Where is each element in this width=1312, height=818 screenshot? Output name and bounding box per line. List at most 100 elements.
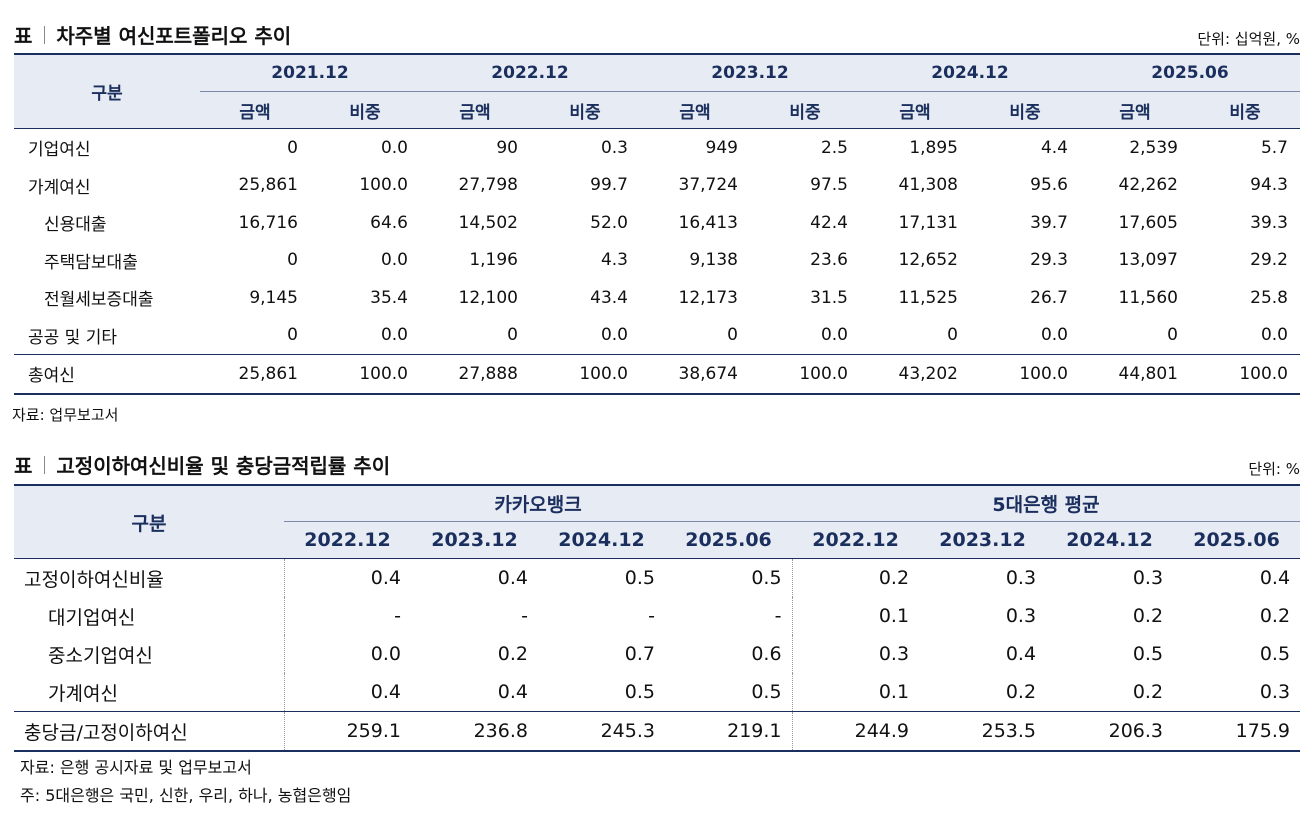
cell: 52.0 bbox=[590, 212, 628, 233]
table-row: 가계여신 0.4 0.4 0.5 0.5 0.1 0.2 0.2 0.3 bbox=[14, 673, 1300, 712]
row-label: 총여신 bbox=[14, 354, 200, 394]
cell: 0.0 bbox=[600, 325, 628, 346]
header-amount: 금액 bbox=[640, 91, 750, 129]
cell: 0.4 bbox=[1005, 643, 1037, 665]
header-period: 2025.06 bbox=[1173, 521, 1301, 559]
cell: 97.5 bbox=[810, 175, 848, 196]
cell: 0.0 bbox=[820, 325, 848, 346]
cell: 253.5 bbox=[919, 711, 1047, 751]
cell: 100.0 bbox=[970, 354, 1080, 394]
table1-title: 표 차주별 여신포트폴리오 추이 bbox=[14, 20, 291, 49]
header-amount: 금액 bbox=[200, 91, 310, 129]
cell: 95.6 bbox=[1030, 175, 1068, 196]
table1-unit: 단위: 십억원, % bbox=[1197, 30, 1300, 48]
table-row-total: 총여신 25,861 100.0 27,888 100.0 38,674 100… bbox=[14, 354, 1300, 394]
cell: 1,895 bbox=[860, 128, 970, 167]
row-label: 기업여신 bbox=[14, 128, 200, 167]
table1-tag: 표 bbox=[14, 24, 33, 48]
row-label: 전월세보증대출 bbox=[44, 290, 154, 311]
cell: 236.8 bbox=[411, 711, 538, 751]
header-period: 2022.12 bbox=[284, 521, 411, 559]
npl-ratio-table: 구분 카카오뱅크 5대은행 평균 2022.12 2023.12 2024.12… bbox=[14, 484, 1301, 752]
table-row: 기업여신 0 0.0 90 0.3 949 2.5 1,895 4.4 2,53… bbox=[14, 128, 1300, 167]
cell: - bbox=[648, 605, 655, 627]
header-share: 비중 bbox=[750, 91, 860, 129]
table-row: 고정이하여신비율 0.4 0.4 0.5 0.5 0.2 0.3 0.3 0.4 bbox=[14, 558, 1301, 597]
cell: 25,861 bbox=[238, 175, 298, 196]
cell: 16,716 bbox=[238, 212, 298, 233]
header-period: 2022.12 bbox=[420, 54, 640, 92]
cell: 206.3 bbox=[1046, 711, 1174, 751]
cell: 9,145 bbox=[249, 287, 298, 308]
header-amount: 금액 bbox=[1080, 91, 1190, 129]
header-group-big5: 5대은행 평균 bbox=[792, 485, 1301, 522]
cell: - bbox=[394, 605, 401, 627]
cell: 29.2 bbox=[1250, 250, 1288, 271]
header-period: 2024.12 bbox=[860, 54, 1080, 92]
row-label: 충당금/고정이하여신 bbox=[14, 711, 285, 751]
cell: 0.3 bbox=[1259, 681, 1291, 703]
table2-source: 자료: 은행 공시자료 및 업무보고서 bbox=[20, 758, 252, 777]
cell: 13,097 bbox=[1118, 250, 1178, 271]
cell: 100.0 bbox=[530, 354, 640, 394]
table1-title-text: 차주별 여신포트폴리오 추이 bbox=[56, 24, 292, 48]
cell: 12,100 bbox=[458, 287, 518, 308]
cell: 99.7 bbox=[590, 175, 628, 196]
header-period: 2024.12 bbox=[538, 521, 665, 559]
cell: 0.3 bbox=[530, 128, 640, 167]
row-label: 가계여신 bbox=[28, 177, 91, 198]
cell: 0.2 bbox=[1259, 605, 1291, 627]
cell: 39.3 bbox=[1250, 212, 1288, 233]
cell: 0.4 bbox=[1173, 558, 1301, 597]
cell: 175.9 bbox=[1173, 711, 1301, 751]
cell: 25.8 bbox=[1250, 287, 1288, 308]
row-label: 신용대출 bbox=[44, 215, 107, 236]
cell: 5.7 bbox=[1190, 128, 1300, 167]
cell: 37,724 bbox=[678, 175, 738, 196]
cell: 4.3 bbox=[600, 250, 628, 271]
cell: 0 bbox=[947, 325, 958, 346]
cell: 94.3 bbox=[1250, 175, 1288, 196]
cell: 35.4 bbox=[370, 287, 408, 308]
cell: 0.4 bbox=[497, 681, 528, 703]
header-period: 2021.12 bbox=[200, 54, 420, 92]
table2-tag: 표 bbox=[14, 454, 33, 478]
cell: 42,262 bbox=[1118, 175, 1178, 196]
cell: 9,138 bbox=[689, 250, 738, 271]
table-row: 공공 및 기타 0 0.0 0 0.0 0 0.0 0 0.0 0 0.0 bbox=[14, 317, 1300, 355]
row-label: 공공 및 기타 bbox=[28, 327, 118, 348]
cell: 0.5 bbox=[624, 681, 655, 703]
cell: 245.3 bbox=[538, 711, 665, 751]
table2-titlebar: 표 고정이하여신비율 및 충당금적립률 추이 단위: % bbox=[14, 450, 1300, 479]
cell: 23.6 bbox=[810, 250, 848, 271]
header-period: 2023.12 bbox=[919, 521, 1047, 559]
cell: 0.5 bbox=[665, 558, 793, 597]
table2-title-text: 고정이하여신비율 및 충당금적립률 추이 bbox=[56, 454, 391, 478]
cell: 11,525 bbox=[898, 287, 958, 308]
cell: 17,605 bbox=[1118, 212, 1178, 233]
cell: 44,801 bbox=[1080, 354, 1190, 394]
cell: 0.3 bbox=[919, 558, 1047, 597]
cell: 43.4 bbox=[590, 287, 628, 308]
header-category: 구분 bbox=[14, 54, 200, 129]
header-share: 비중 bbox=[1190, 91, 1300, 129]
cell: 29.3 bbox=[1030, 250, 1068, 271]
cell: 0.0 bbox=[310, 128, 420, 167]
cell: 0.0 bbox=[1260, 325, 1288, 346]
row-label: 대기업여신 bbox=[14, 597, 285, 635]
table-row: 주택담보대출 0 0.0 1,196 4.3 9,138 23.6 12,652… bbox=[14, 242, 1300, 280]
cell: 64.6 bbox=[370, 212, 408, 233]
header-period: 2023.12 bbox=[411, 521, 538, 559]
table-row: 대기업여신 - - - - 0.1 0.3 0.2 0.2 bbox=[14, 597, 1300, 635]
header-period: 2025.06 bbox=[1080, 54, 1300, 92]
cell: 14,502 bbox=[458, 212, 518, 233]
header-period: 2023.12 bbox=[640, 54, 860, 92]
cell: 27,798 bbox=[458, 175, 518, 196]
cell: 1,196 bbox=[469, 250, 518, 271]
header-category: 구분 bbox=[14, 485, 284, 559]
cell: 244.9 bbox=[792, 711, 920, 751]
cell: 0.2 bbox=[792, 558, 920, 597]
cell: 0.1 bbox=[878, 681, 910, 703]
row-label: 가계여신 bbox=[14, 673, 285, 712]
cell: 259.1 bbox=[284, 711, 411, 751]
